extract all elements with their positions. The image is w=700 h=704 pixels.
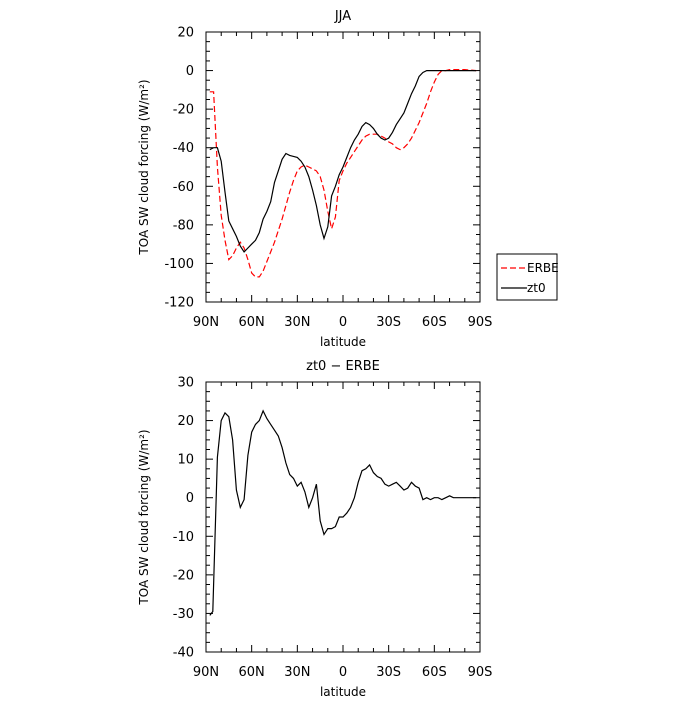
- erbe-series-line: [209, 68, 477, 278]
- x-tick-label: 30S: [376, 665, 401, 680]
- y-tick-label: -20: [173, 568, 194, 583]
- x-tick-label: 90N: [193, 315, 219, 330]
- chart-title: JJA: [334, 9, 351, 24]
- x-tick-label: 60S: [422, 665, 447, 680]
- x-tick-label: 0: [339, 665, 347, 680]
- y-tick-label: -10: [173, 530, 194, 545]
- legend-label: zt0: [527, 281, 546, 295]
- x-axis-label: latitude: [320, 685, 366, 699]
- y-tick-label: 20: [177, 26, 194, 41]
- x-tick-label: 30N: [284, 665, 310, 680]
- y-tick-label: -20: [173, 103, 194, 118]
- y-axis-label: TOA SW cloud forcing (W/m²): [137, 79, 151, 255]
- legend-box: [496, 253, 558, 301]
- y-tick-label: 30: [177, 376, 194, 391]
- zt0-series-line: [209, 69, 477, 253]
- y-tick-label: -80: [173, 218, 194, 233]
- chart-title: zt0 − ERBE: [306, 359, 380, 374]
- legend: ERBE zt0: [496, 253, 559, 301]
- x-tick-label: 90S: [468, 315, 493, 330]
- x-tick-label: 60N: [239, 665, 265, 680]
- chart-panel-jja: JJA latitude TOA SW cloud forcing (W/m²)…: [137, 9, 492, 349]
- y-tick-label: -40: [173, 141, 194, 156]
- y-tick-label: -60: [173, 180, 194, 195]
- y-tick-label: -30: [173, 607, 194, 622]
- difference-series-line: [209, 409, 477, 616]
- x-axis-label: latitude: [320, 335, 366, 349]
- chart-panel-difference: zt0 − ERBE latitude TOA SW cloud forcing…: [137, 359, 492, 699]
- legend-label: ERBE: [527, 261, 559, 275]
- y-tick-label: 0: [186, 64, 194, 79]
- x-tick-label: 30S: [376, 315, 401, 330]
- y-tick-label: -120: [164, 296, 194, 311]
- y-axis-label: TOA SW cloud forcing (W/m²): [137, 429, 151, 605]
- y-tick-label: 0: [186, 491, 194, 506]
- x-tick-label: 90S: [468, 665, 493, 680]
- x-tick-label: 30N: [284, 315, 310, 330]
- y-tick-label: 10: [177, 453, 194, 468]
- x-tick-label: 60N: [239, 315, 265, 330]
- x-tick-label: 0: [339, 315, 347, 330]
- y-tick-label: -40: [173, 646, 194, 661]
- y-tick-label: 20: [177, 414, 194, 429]
- x-tick-label: 60S: [422, 315, 447, 330]
- y-tick-label: -100: [164, 257, 194, 272]
- x-tick-label: 90N: [193, 665, 219, 680]
